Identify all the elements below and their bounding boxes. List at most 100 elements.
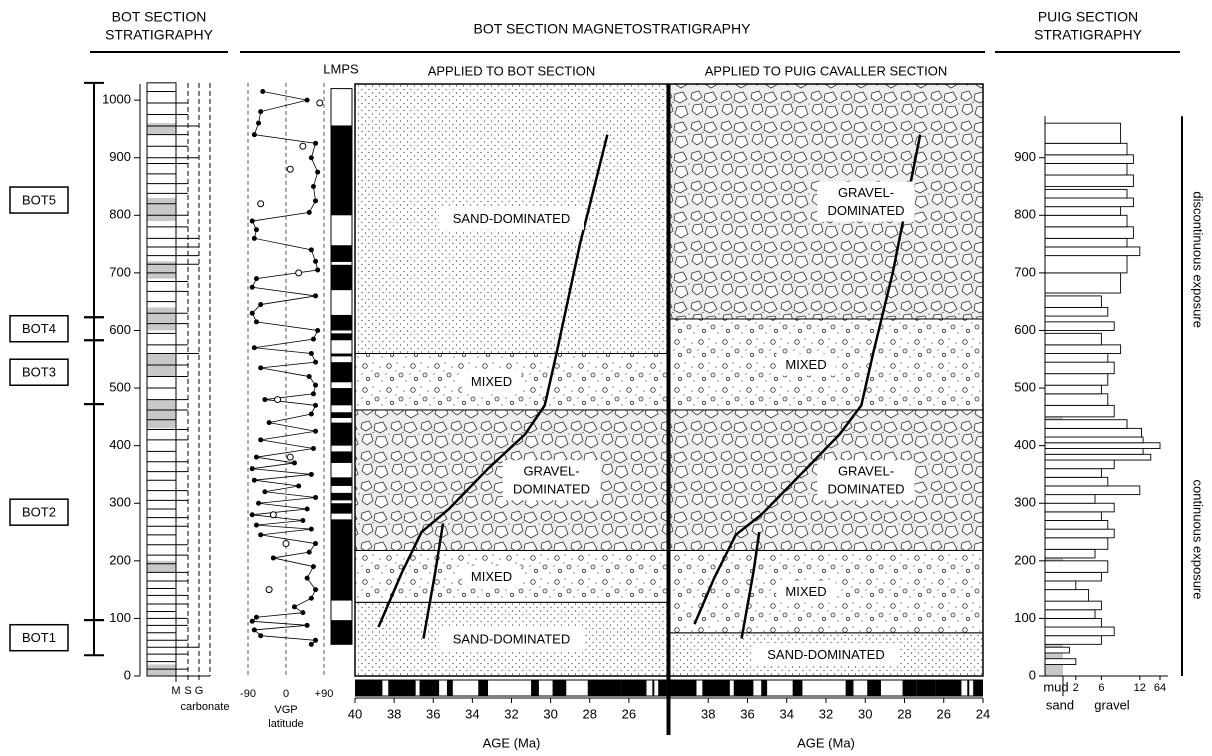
bed [1045,495,1095,504]
log-column-label: G [195,685,204,697]
unit-label: BOT4 [22,321,56,336]
gpts-normal [553,680,567,696]
bed [1045,215,1127,227]
bed [1045,627,1114,636]
lmps-normal [331,333,352,340]
bed [1045,538,1108,550]
y-tick-label: 400 [109,437,131,452]
gpts-normal [967,680,969,696]
vgp-open-point [258,201,264,207]
bed [1045,296,1101,308]
x-axis-label: AGE (Ma) [797,735,855,750]
header: STRATIGRAPHY [105,27,214,43]
vgp-open-point [287,166,293,172]
facies-label: MIXED [785,584,826,599]
vgp-point [271,555,276,560]
x-tick-label: 32 [819,706,833,721]
bed [1045,163,1127,175]
vgp-point [313,360,318,365]
unit-label: BOT3 [22,365,56,380]
facies-label: DOMINATED [827,203,904,218]
x-tick-label: 28 [897,706,911,721]
vgp-point [300,610,305,615]
vgp-open-point [266,587,272,593]
facies-label: SAND-DOMINATED [453,632,570,647]
bed [1045,477,1108,486]
vgp-point [250,619,255,624]
vgp-open-point [317,100,323,106]
bed [1045,437,1143,443]
y-tick-label: 500 [1014,379,1036,394]
vgp-open-point [287,454,293,460]
vgp-point [250,466,255,471]
bed [1045,572,1101,581]
gpts-normal [601,680,621,696]
unit-label: BOT1 [22,630,56,645]
vgp-point [267,420,272,425]
vgp-point [309,642,314,647]
vgp-point [311,564,316,569]
facies-label: MIXED [471,569,512,584]
lmps-normal [331,493,352,500]
vgp-point [313,638,318,643]
y-tick-label: 600 [109,322,131,337]
header: PUIG SECTION [1038,9,1138,25]
bed [1045,428,1142,437]
vgp-point [252,345,257,350]
bed [1045,469,1101,478]
x-tick-label: 40 [348,706,362,721]
bed [1045,405,1114,417]
gpts-normal [667,680,696,696]
vgp-point [256,121,261,126]
vgp-point [309,351,314,356]
gpts-normal [353,680,382,696]
gpts-normal [973,680,981,696]
gpts-normal [936,680,962,696]
y-tick-label: 200 [1014,552,1036,567]
mud-interval [147,198,176,221]
vgp-point [305,576,310,581]
lmps-normal [331,503,352,513]
bed [1045,345,1121,354]
bed [1045,189,1127,198]
y-tick-label: 800 [1014,207,1036,222]
vgp-point [305,623,310,628]
gpts-normal [702,680,729,696]
bed [1045,207,1121,216]
facies-label: DOMINATED [827,482,904,497]
vgp-point [252,236,257,241]
log-column [147,83,176,676]
lmps-normal [331,362,352,382]
bed [1045,155,1133,164]
vgp-open-point [270,512,276,518]
vgp-point [313,429,318,434]
gpts-normal [793,680,803,696]
vgp-point [313,587,318,592]
y-tick-label: 200 [109,552,131,567]
grain-label: sand [1046,697,1074,712]
bed [1045,420,1127,429]
x-tick-label: 34 [465,706,479,721]
facies-label: GRAVEL- [838,185,894,200]
bed [1045,273,1121,293]
bed [1045,581,1076,590]
vgp-open-point [275,397,281,403]
lmps-normal [331,477,352,486]
x-tick-label: 6 [1098,682,1104,694]
gpts-normal [658,680,666,696]
x-tick-label: 26 [622,706,636,721]
gpts-normal [478,680,488,696]
header: BOT SECTION [112,9,207,25]
y-tick-label: 800 [109,207,131,222]
bed [1045,561,1108,573]
y-tick-label: 700 [109,264,131,279]
vgp-point [252,132,257,137]
vgp-point [313,495,318,500]
vgp-tick-label: 0 [283,688,289,700]
grain-label: gravel [1094,697,1130,712]
bed [1045,486,1140,495]
vgp-point [307,210,312,215]
y-tick-label: 300 [1014,495,1036,510]
x-tick-label: 12 [1134,682,1146,694]
bed [1045,636,1101,645]
